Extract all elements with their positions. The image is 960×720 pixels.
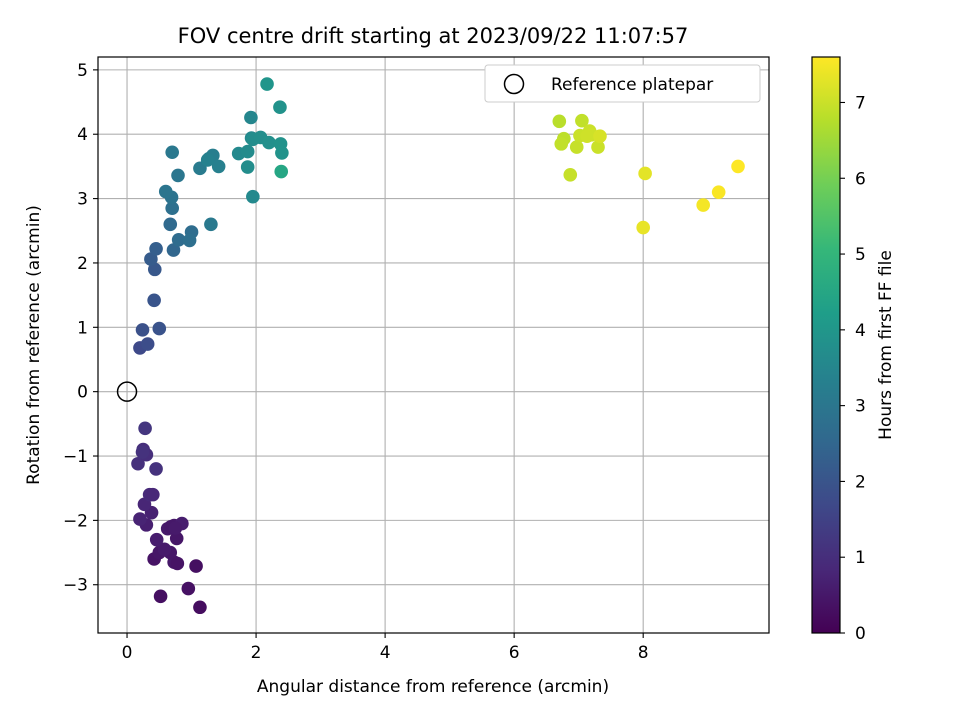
y-tick-label: 1 [77, 318, 88, 338]
data-point [171, 168, 185, 183]
data-point [200, 153, 215, 167]
data-point [166, 243, 181, 257]
colorbar: 0 1 2 3 4 5 6 7 Hours from first FF file [811, 56, 896, 644]
data-point [157, 542, 172, 557]
data-point [262, 135, 276, 150]
y-tick-label: 3 [77, 190, 88, 210]
data-point [165, 145, 179, 160]
data-point [163, 217, 178, 232]
data-point [152, 321, 167, 336]
data-point [246, 189, 260, 204]
data-point [638, 166, 652, 181]
colorbar-tick-label: 7 [855, 93, 866, 113]
data-point [554, 137, 569, 151]
legend-box [484, 64, 761, 103]
colorbar-frame [811, 56, 841, 634]
plot-frame [97, 56, 770, 634]
x-tick-label: 8 [638, 643, 649, 663]
colorbar-fill [812, 57, 840, 633]
chart-title: FOV centre drift starting at 2023/09/22 … [178, 24, 689, 48]
y-tick-label: −2 [63, 511, 88, 531]
data-point [153, 589, 168, 604]
data-point [182, 233, 197, 248]
x-tick-label: 2 [251, 643, 262, 663]
data-point [569, 140, 584, 154]
data-point [274, 164, 289, 179]
data-point [169, 531, 184, 546]
data-point [158, 184, 173, 199]
y-tick-label: −1 [63, 447, 88, 467]
data-point [696, 198, 710, 212]
x-tick-label: 4 [380, 643, 391, 663]
reference-platepar-marker [116, 381, 138, 402]
x-axis-ticks: 0 2 4 6 8 [122, 633, 649, 663]
data-point [138, 421, 152, 436]
data-point [149, 532, 164, 547]
data-point [240, 144, 255, 159]
y-tick-label: 0 [77, 383, 88, 403]
data-point [211, 159, 226, 174]
data-point [149, 241, 163, 256]
data-point [591, 140, 605, 154]
data-point [593, 129, 607, 143]
data-point [204, 217, 218, 232]
data-point [165, 201, 179, 216]
colorbar-tick-label: 3 [855, 397, 866, 417]
colorbar-tick-label: 6 [855, 169, 866, 189]
data-point [147, 293, 161, 308]
colorbar-tick-label: 5 [855, 245, 866, 265]
data-point [168, 521, 183, 535]
legend: Reference platepar [484, 64, 761, 103]
data-point [135, 323, 150, 337]
y-axis-label: Rotation from reference (arcmin) [24, 205, 44, 485]
y-tick-label: −3 [63, 576, 88, 596]
data-point [275, 146, 289, 160]
data-point [563, 167, 578, 182]
data-point [636, 220, 650, 235]
colorbar-ticks: 0 1 2 3 4 5 6 7 [840, 93, 866, 644]
legend-label-reference: Reference platepar [551, 75, 713, 95]
data-point [146, 487, 160, 502]
data-point [240, 160, 255, 174]
y-tick-label: 4 [77, 125, 88, 145]
colorbar-tick-label: 0 [855, 624, 866, 644]
data-point [131, 456, 145, 471]
x-axis-label: Angular distance from reference (arcmin) [257, 677, 609, 697]
colorbar-label: Hours from first FF file [876, 250, 896, 440]
data-point [273, 100, 287, 114]
y-tick-label: 5 [77, 61, 88, 81]
legend-marker-reference [503, 73, 525, 95]
colorbar-tick-label: 2 [855, 472, 866, 492]
y-tick-label: 2 [77, 254, 88, 274]
plot-area [97, 56, 770, 634]
data-point [580, 129, 594, 143]
x-tick-label: 0 [122, 643, 133, 663]
x-tick-label: 6 [509, 643, 520, 663]
y-axis-ticks: −3 −2 −1 0 1 2 3 4 5 [63, 61, 98, 596]
data-point [260, 77, 274, 91]
data-point [181, 581, 196, 596]
data-point [552, 114, 567, 129]
data-point [193, 600, 207, 615]
colorbar-tick-label: 1 [855, 548, 866, 568]
data-point [135, 445, 150, 459]
data-point [149, 462, 163, 476]
colorbar-tick-label: 4 [855, 321, 866, 341]
data-point [711, 185, 726, 199]
data-point [170, 556, 185, 571]
data-point [140, 337, 155, 351]
data-point [147, 262, 162, 277]
data-point [189, 559, 203, 573]
data-point [133, 512, 147, 526]
data-point [244, 110, 258, 125]
data-point [731, 159, 745, 174]
data-point [171, 232, 186, 247]
data-point [575, 113, 589, 128]
data-point [144, 252, 158, 266]
data-points [131, 77, 745, 615]
